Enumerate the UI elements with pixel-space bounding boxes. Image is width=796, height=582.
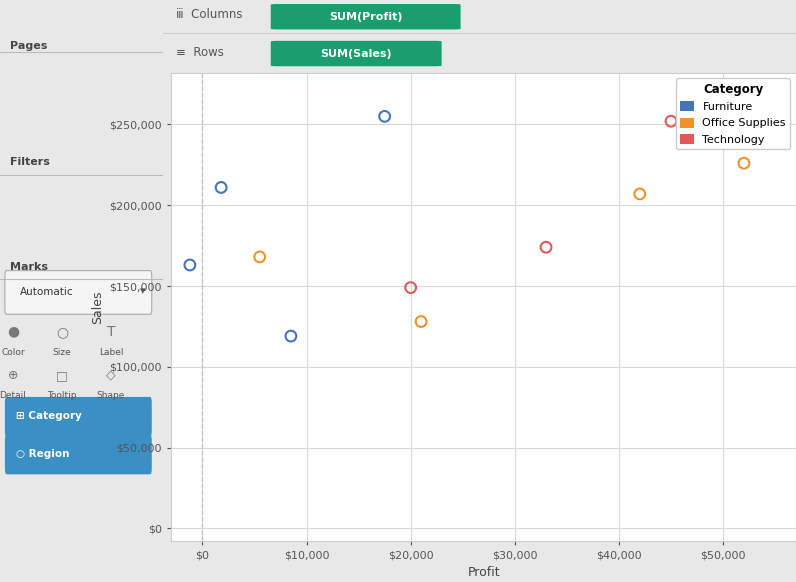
Text: Color: Color <box>2 347 25 357</box>
Text: SUM(Profit): SUM(Profit) <box>329 12 403 22</box>
Text: ◇: ◇ <box>106 369 115 382</box>
Text: Detail: Detail <box>0 391 26 400</box>
Point <box>415 317 427 326</box>
Text: Shape: Shape <box>97 391 125 400</box>
Point <box>184 260 197 269</box>
Text: ≡  Rows: ≡ Rows <box>176 46 224 59</box>
Point <box>253 252 266 261</box>
Text: ●: ● <box>7 325 19 339</box>
Text: ⊞ Category: ⊞ Category <box>16 411 82 421</box>
Text: T: T <box>107 325 115 339</box>
Y-axis label: Sales: Sales <box>91 290 104 324</box>
Point <box>284 331 297 340</box>
Text: ⅲ  Columns: ⅲ Columns <box>176 8 242 21</box>
FancyBboxPatch shape <box>271 4 461 30</box>
X-axis label: Profit: Profit <box>467 566 500 579</box>
Text: ○ Region: ○ Region <box>16 449 70 459</box>
FancyBboxPatch shape <box>5 397 152 436</box>
Point <box>404 283 417 292</box>
FancyBboxPatch shape <box>5 271 152 314</box>
Text: ▾: ▾ <box>140 286 146 297</box>
Text: Marks: Marks <box>10 262 48 272</box>
Point <box>215 183 228 192</box>
Text: Filters: Filters <box>10 157 49 167</box>
Text: Pages: Pages <box>10 41 47 51</box>
Point <box>665 116 677 126</box>
Text: ⊕: ⊕ <box>8 369 18 382</box>
Text: Automatic: Automatic <box>20 286 73 297</box>
Text: Label: Label <box>99 347 123 357</box>
Text: ○: ○ <box>56 325 68 339</box>
Point <box>540 243 552 252</box>
Point <box>634 189 646 198</box>
Text: □: □ <box>57 369 68 382</box>
Point <box>706 99 719 108</box>
FancyBboxPatch shape <box>5 435 152 474</box>
Text: Size: Size <box>53 347 72 357</box>
Text: SUM(Sales): SUM(Sales) <box>320 48 392 59</box>
Text: Tooltip: Tooltip <box>47 391 76 400</box>
Point <box>378 112 391 121</box>
FancyBboxPatch shape <box>271 41 442 66</box>
Legend: Furniture, Office Supplies, Technology: Furniture, Office Supplies, Technology <box>676 79 790 149</box>
Point <box>738 158 751 168</box>
